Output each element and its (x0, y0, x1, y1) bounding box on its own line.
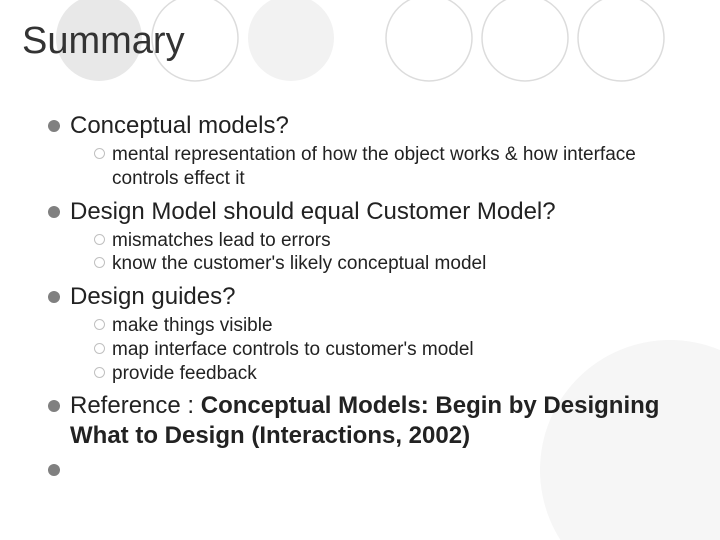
list-item: Conceptual models?mental representation … (48, 111, 700, 191)
hollow-bullet-icon (94, 234, 105, 245)
list-item-text: Design guides? (70, 282, 700, 312)
disc-bullet-icon (48, 291, 60, 303)
list-item-text (70, 455, 700, 485)
list-item-text: Design Model should equal Customer Model… (70, 197, 700, 227)
disc-bullet-icon (48, 400, 60, 412)
sub-list-item: provide feedback (94, 362, 700, 386)
hollow-bullet-icon (94, 319, 105, 330)
sub-list-item-text: map interface controls to customer's mod… (112, 338, 700, 362)
sub-list-item-text: provide feedback (112, 362, 700, 386)
disc-bullet-icon (48, 464, 60, 476)
hollow-bullet-icon (94, 367, 105, 378)
list-item: Reference : Conceptual Models: Begin by … (48, 391, 700, 451)
sub-list-item: make things visible (94, 314, 700, 338)
list-item: Design guides?make things visiblemap int… (48, 282, 700, 385)
slide-title: Summary (22, 20, 700, 63)
sub-list-item-text: make things visible (112, 314, 700, 338)
sub-list-item: mismatches lead to errors (94, 229, 700, 253)
slide-content: Summary Conceptual models?mental represe… (0, 0, 720, 485)
sub-list-item-text: mental representation of how the object … (112, 143, 700, 191)
sub-list-item: mental representation of how the object … (94, 143, 700, 191)
hollow-bullet-icon (94, 257, 105, 268)
sub-list-item-text: know the customer's likely conceptual mo… (112, 252, 700, 276)
sub-list: mental representation of how the object … (94, 143, 700, 191)
sub-list-item: know the customer's likely conceptual mo… (94, 252, 700, 276)
sub-list: mismatches lead to errorsknow the custom… (94, 229, 700, 277)
list-item (48, 455, 700, 485)
sub-list-item: map interface controls to customer's mod… (94, 338, 700, 362)
hollow-bullet-icon (94, 343, 105, 354)
list-item-text: Conceptual models? (70, 111, 700, 141)
hollow-bullet-icon (94, 148, 105, 159)
bullet-list: Conceptual models?mental representation … (48, 111, 700, 485)
list-item: Design Model should equal Customer Model… (48, 197, 700, 277)
sub-list: make things visiblemap interface control… (94, 314, 700, 385)
sub-list-item-text: mismatches lead to errors (112, 229, 700, 253)
disc-bullet-icon (48, 206, 60, 218)
disc-bullet-icon (48, 120, 60, 132)
list-item-text: Reference : Conceptual Models: Begin by … (70, 391, 700, 451)
